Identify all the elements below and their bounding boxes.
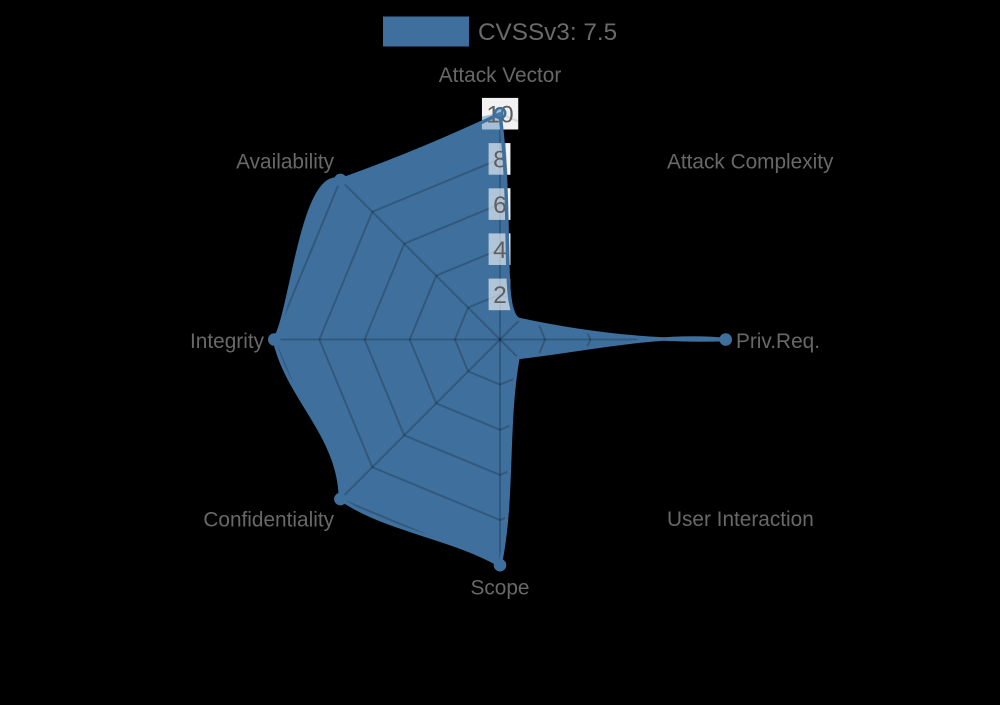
svg-text:2: 2 (493, 282, 507, 309)
svg-text:Attack Complexity: Attack Complexity (667, 151, 834, 174)
svg-text:6: 6 (493, 192, 507, 219)
svg-text:4: 4 (493, 237, 507, 264)
svg-text:Attack Vector: Attack Vector (439, 64, 562, 87)
svg-text:CVSSv3: 7.5: CVSSv3: 7.5 (478, 19, 617, 46)
svg-text:Integrity: Integrity (190, 330, 265, 353)
svg-text:Scope: Scope (471, 577, 530, 600)
svg-text:Availability: Availability (236, 151, 334, 174)
svg-text:Confidentiality: Confidentiality (203, 509, 334, 532)
svg-text:Priv.Req.: Priv.Req. (736, 330, 820, 353)
svg-text:User Interaction: User Interaction (667, 508, 814, 531)
